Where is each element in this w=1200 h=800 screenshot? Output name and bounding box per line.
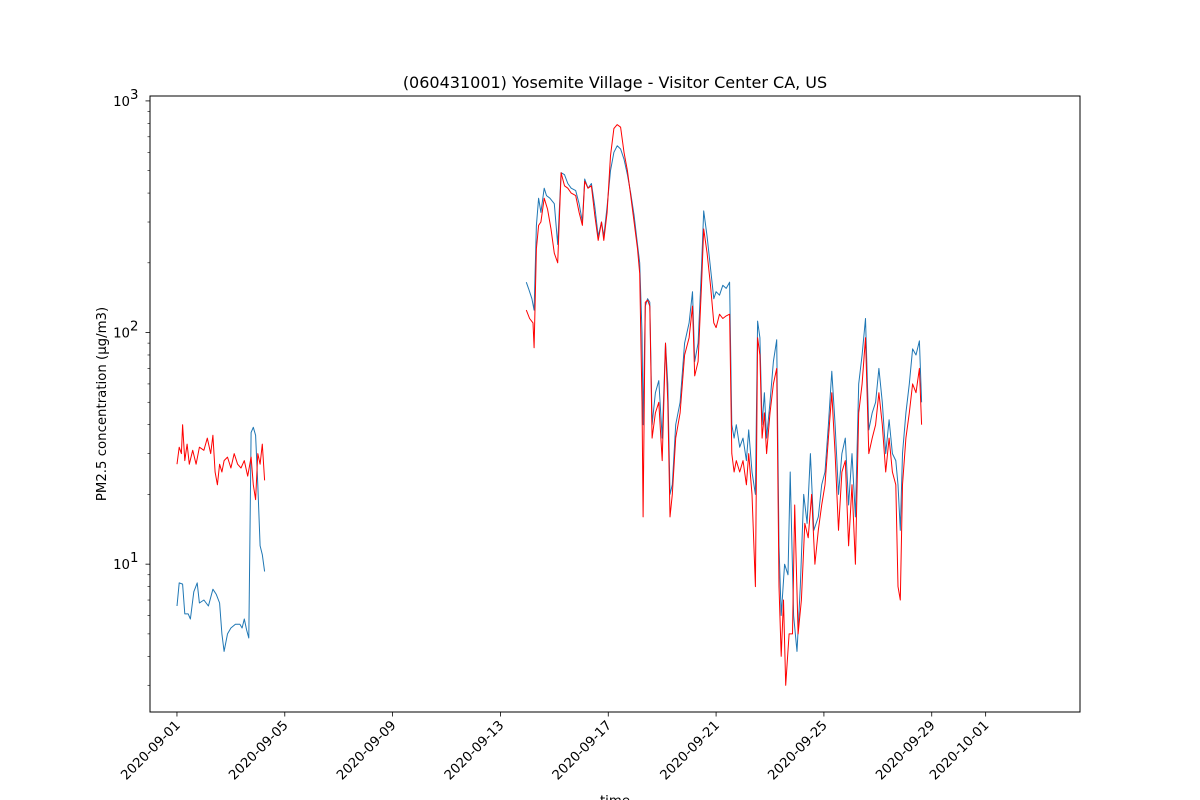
x-tick-label: 2020-09-01 (119, 718, 184, 783)
x-tick-label: 2020-09-21 (658, 718, 723, 783)
y-tick-label: 10 (113, 327, 130, 342)
series-layer (176, 124, 923, 686)
y-tick-exponent: 1 (130, 551, 138, 566)
series-2-line-segment-2 (525, 124, 923, 686)
x-axis: 2020-09-01 2020-09-05 2020-09-09 2020-09-13… (119, 712, 992, 783)
x-tick-label: 2020-09-17 (550, 718, 615, 783)
x-tick-label: 2020-09-05 (226, 718, 291, 783)
y-tick-exponent: 2 (130, 320, 138, 335)
series-1-line-segment-2 (525, 145, 923, 652)
x-axis-label: time (600, 794, 630, 800)
series-2-line-segment-1 (176, 424, 266, 501)
x-tick-label: 2020-09-13 (442, 718, 507, 783)
x-tick-label: 2020-09-09 (334, 718, 399, 783)
y-tick-exponent: 3 (130, 88, 138, 103)
y-axis-label: PM2.5 concentration (µg/m3) (95, 307, 110, 501)
chart-title: (060431001) Yosemite Village - Visitor C… (403, 73, 827, 92)
x-tick-label: 2020-09-25 (765, 718, 830, 783)
y-tick-label: 10 (113, 558, 130, 573)
series-1-line-segment-1 (176, 426, 266, 652)
axes-frame (149, 95, 1081, 713)
y-tick-label: 10 (113, 95, 130, 110)
